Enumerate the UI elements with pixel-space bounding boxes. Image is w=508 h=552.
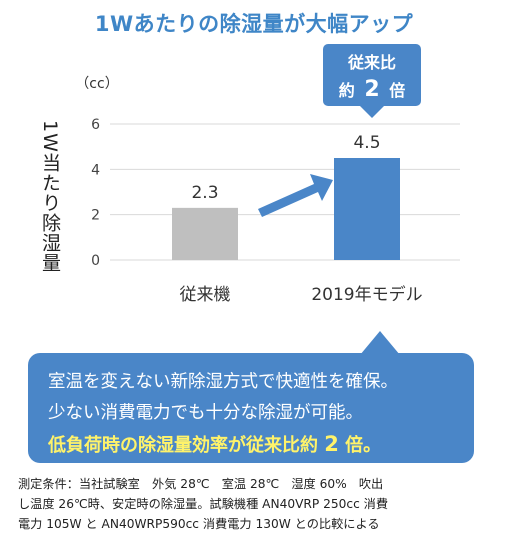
growth-arrow-shape [258, 174, 333, 217]
footnote-line3: 電力 105W と AN40WRP590cc 消費電力 130W との比較による [18, 517, 380, 531]
y-axis-label: 1W当たり除湿量 [39, 120, 61, 273]
badge-line1: 従来比 [347, 53, 396, 72]
page-title: 1Wあたりの除湿量が大幅アップ [94, 12, 414, 36]
y-tick-label: 6 [91, 117, 100, 133]
y-unit-label: （cc） [75, 76, 118, 92]
badge-line2-number: 2 [364, 77, 379, 102]
footnote-line2: し温度 26℃時、安定時の除湿量。試験機種 AN40VRP 250cc 消費 [18, 497, 389, 511]
callout-line3-prefix: 低負荷時の除湿量効率が従来比約 [48, 435, 325, 456]
chart-grid [110, 123, 460, 261]
bar-value-label: 2.3 [191, 183, 218, 203]
y-tick-label: 4 [91, 162, 100, 178]
badge-pointer [360, 106, 384, 118]
badge-line2-suffix: 倍 [389, 81, 405, 100]
bar-conventional [172, 207, 238, 260]
footnote-line1: 測定条件：当社試験室 外気 28℃ 室温 28℃ 湿度 60% 吹出 [18, 477, 384, 491]
x-category-label: 従来機 [180, 285, 231, 305]
callout-pointer [360, 331, 400, 355]
footnote: 測定条件：当社試験室 外気 28℃ 室温 28℃ 湿度 60% 吹出 し温度 2… [18, 474, 498, 534]
callout-line3: 低負荷時の除湿量効率が従来比約 2 倍。 [48, 429, 474, 461]
chart: 0 2 4 6 （cc） 2.3 4.5 従来比 約 2 倍 従来機 2019年モデル [75, 44, 460, 305]
callout-line3-suffix: 倍。 [338, 435, 382, 456]
x-category-labels: 従来機 2019年モデル [180, 284, 423, 305]
callout-box: 室温を変えない新除湿方式で快適性を確保。 少ない消費電力でも十分な除湿が可能。 … [28, 331, 474, 463]
bar-value-label: 4.5 [353, 133, 380, 153]
comparison-badge: 従来比 約 2 倍 [323, 44, 421, 118]
x-category-label: 2019年モデル [311, 284, 422, 305]
badge-line2-prefix: 約 [339, 81, 355, 100]
y-tick-label: 0 [91, 253, 100, 269]
bars: 2.3 4.5 [172, 133, 400, 260]
badge-box [323, 44, 421, 106]
svg-text:約 2 倍: 約 2 倍 [339, 77, 406, 102]
callout-line3-number: 2 [324, 432, 339, 456]
callout-line2: 少ない消費電力でも十分な除湿が可能。 [48, 403, 363, 423]
callout-line1: 室温を変えない新除湿方式で快適性を確保。 [48, 372, 398, 392]
y-tick-labels: 0 2 4 6 [91, 117, 100, 269]
growth-arrow [258, 174, 333, 217]
y-tick-label: 2 [91, 208, 100, 224]
bar-model-2019 [334, 158, 400, 260]
